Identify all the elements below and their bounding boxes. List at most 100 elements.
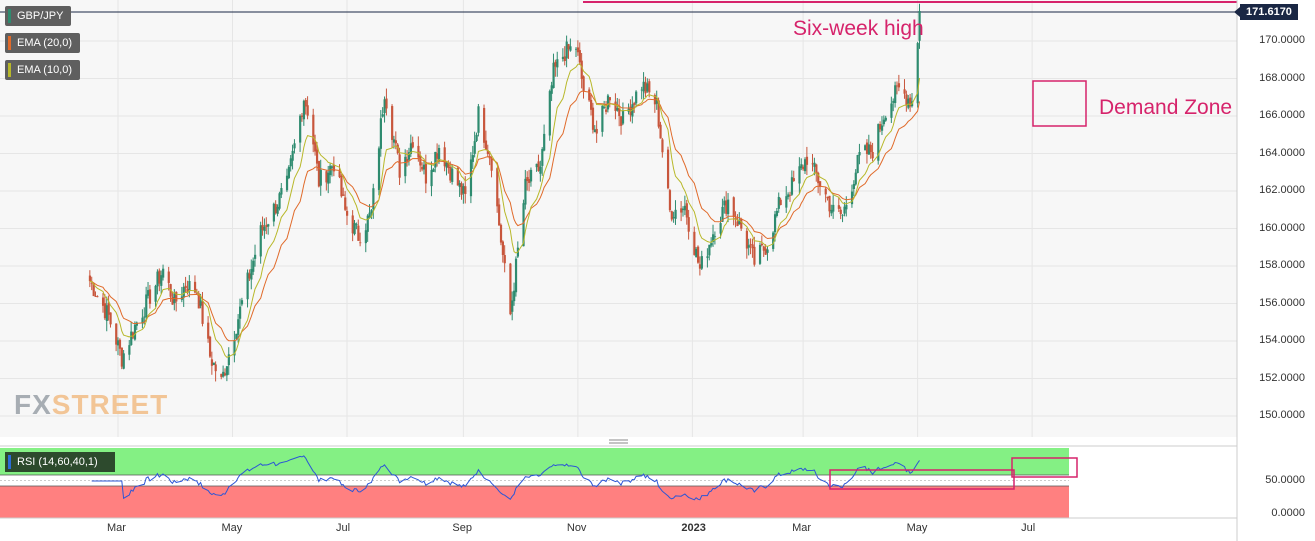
candle: [351, 210, 354, 242]
logo-fx: FX: [14, 389, 52, 420]
candle: [332, 156, 336, 177]
candle: [88, 270, 92, 288]
candle: [674, 200, 677, 225]
candle: [858, 143, 861, 165]
candle: [411, 136, 414, 149]
candle: [766, 246, 769, 261]
candle: [293, 139, 296, 154]
candle: [777, 192, 780, 213]
candle: [659, 121, 662, 139]
candle: [154, 284, 157, 307]
candle: [903, 79, 906, 99]
candle: [819, 181, 822, 196]
price-plot-background: [0, 0, 1237, 437]
candle: [417, 136, 420, 162]
candle: [762, 245, 765, 257]
candle: [608, 97, 611, 108]
candle: [406, 150, 409, 167]
candle: [315, 141, 319, 171]
candle: [554, 59, 557, 77]
candle: [601, 105, 604, 137]
rsi-label-text: RSI (14,60,40,1): [17, 456, 98, 468]
candle: [407, 147, 411, 166]
candle: [907, 94, 910, 110]
candle: [101, 293, 105, 313]
candle: [605, 101, 608, 115]
candle: [252, 257, 255, 276]
candle: [329, 163, 332, 184]
candle: [788, 191, 792, 202]
candle: [569, 38, 572, 52]
candle: [635, 90, 638, 108]
candle: [772, 231, 775, 252]
candle: [869, 141, 872, 159]
candle: [344, 191, 347, 212]
candle: [591, 102, 595, 134]
candle: [590, 94, 593, 116]
candle: [856, 154, 859, 174]
candle: [640, 86, 643, 100]
candle: [539, 160, 542, 182]
candle: [723, 196, 726, 214]
candle: [839, 206, 842, 220]
rsi-tick-label: 0.0000: [1271, 507, 1305, 519]
candle: [550, 81, 553, 102]
candle: [501, 240, 504, 263]
candle: [802, 164, 805, 171]
fxstreet-logo: FXSTREET: [14, 389, 168, 421]
candle: [314, 134, 317, 156]
candle: [312, 108, 315, 153]
rsi-oversold-zone: [0, 486, 1069, 518]
candle: [434, 151, 437, 173]
candle: [644, 76, 647, 98]
candle: [278, 191, 281, 211]
candle: [184, 276, 187, 293]
price-tick-label: 150.0000: [1259, 409, 1305, 421]
candle: [905, 90, 908, 112]
candle: [618, 98, 621, 127]
candle: [212, 362, 215, 366]
pane-resize-handle[interactable]: [609, 439, 628, 444]
candle: [850, 184, 854, 208]
candle: [96, 295, 99, 298]
candle: [223, 368, 227, 377]
candle: [841, 214, 844, 223]
candle: [580, 52, 583, 89]
time-tick-label: Sep: [452, 522, 472, 534]
candle: [280, 182, 283, 199]
candle: [567, 43, 570, 59]
candle: [158, 268, 161, 292]
candle: [575, 47, 578, 57]
candle: [582, 75, 585, 99]
candle: [749, 238, 752, 255]
candle: [148, 284, 152, 309]
candle: [760, 235, 764, 247]
candle: [879, 121, 882, 133]
candle: [854, 169, 857, 186]
indicator-ema10-label[interactable]: EMA (10,0): [5, 60, 81, 80]
candle: [503, 245, 506, 273]
candle: [171, 291, 174, 305]
rsi-indicator-label[interactable]: RSI (14,60,40,1): [5, 452, 115, 472]
candle: [785, 186, 788, 213]
indicator-ema20-label[interactable]: EMA (20,0): [5, 33, 81, 53]
candle: [291, 144, 294, 170]
time-tick-label: Mar: [107, 522, 126, 534]
candle: [552, 53, 555, 89]
candle: [346, 206, 349, 226]
candle: [646, 78, 649, 93]
candle: [490, 156, 493, 178]
candle: [738, 212, 741, 225]
candle: [824, 186, 827, 203]
price-tick-label: 170.0000: [1259, 34, 1305, 46]
candle: [265, 217, 268, 235]
candle: [588, 87, 591, 102]
candle: [524, 169, 527, 210]
symbol-label[interactable]: GBP/JPY: [5, 6, 72, 26]
candle: [514, 256, 518, 297]
price-tick-label: 152.0000: [1259, 371, 1305, 384]
candle: [233, 330, 236, 363]
candle: [499, 223, 503, 246]
candle: [792, 170, 795, 182]
